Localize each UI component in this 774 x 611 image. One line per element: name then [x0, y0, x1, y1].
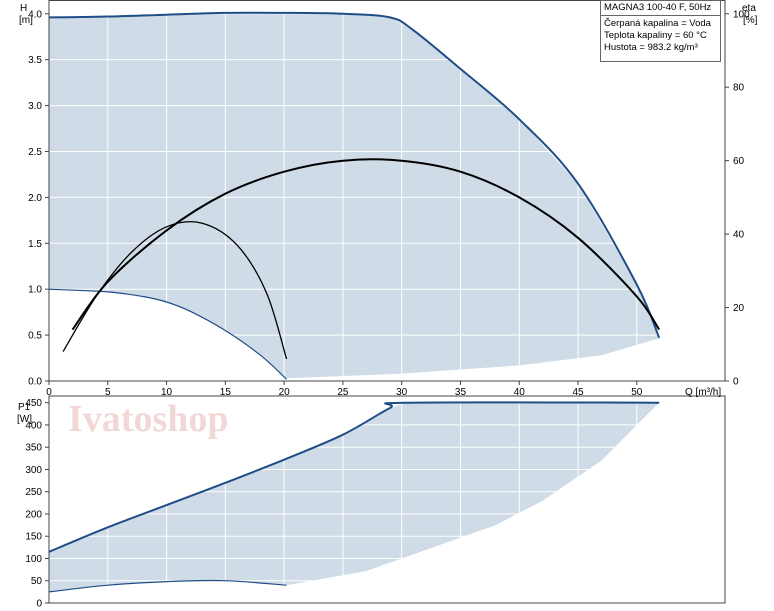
- head-axis-label-unit: [m]: [19, 15, 33, 26]
- head-x-tick-label: 0: [46, 387, 52, 398]
- power-axis-label-p1: P1: [18, 402, 31, 413]
- eta-tick-label: 40: [733, 230, 745, 241]
- head-x-tick-label: 40: [514, 387, 526, 398]
- head-y-tick-label: 2.0: [28, 193, 42, 204]
- eta-tick-label: 80: [733, 83, 745, 94]
- head-x-tick-label: 35: [455, 387, 467, 398]
- head-x-tick-label: 20: [279, 387, 291, 398]
- flow-axis-label: Q [m³/h]: [685, 387, 721, 398]
- eta-axis-label: eta: [742, 3, 756, 14]
- power-y-tick-label: 0: [36, 599, 42, 610]
- power-y-tick-label: 250: [25, 487, 42, 498]
- eta-min-curve: [62, 220, 288, 360]
- pump-info-box: MAGNA3 100-40 F, 50Hz Čerpaná kapalina =…: [600, 0, 721, 62]
- eta-tick-label: 0: [733, 377, 739, 388]
- eta-tick-label: 60: [733, 156, 745, 167]
- eta-max-curve: [71, 158, 661, 331]
- power-y-tick-label: 300: [25, 465, 42, 476]
- head-axis-label-h: H: [20, 3, 27, 14]
- power-operating-area: [49, 402, 660, 592]
- head-y-tick-label: 1.5: [28, 239, 42, 250]
- fluid-line: Čerpaná kapalina = Voda: [604, 18, 711, 29]
- power-y-tick-label: 150: [25, 532, 42, 543]
- eta-axis-label-unit: [%]: [743, 15, 758, 26]
- head-y-tick-label: 0.5: [28, 331, 42, 342]
- power-y-tick-label: 100: [25, 554, 42, 565]
- head-x-tick-label: 5: [105, 387, 111, 398]
- power-y-tick-label: 200: [25, 509, 42, 520]
- power-y-tick-label: 50: [31, 576, 43, 587]
- watermark-text: Ivatoshop: [68, 398, 229, 440]
- head-x-tick-label: 15: [220, 387, 232, 398]
- operating-area-layer: [49, 12, 661, 592]
- head-y-tick-label: 1.0: [28, 285, 42, 296]
- head-x-tick-label: 50: [631, 387, 643, 398]
- head-plot-frame: [48, 0, 726, 382]
- power-y-tick-label: 400: [25, 420, 42, 431]
- power-max-curve: [48, 401, 660, 553]
- pump-model-title: MAGNA3 100-40 F, 50Hz: [601, 2, 720, 16]
- tick-labels-layer: 0.0 0.5 1.0 1.5 2.0 2.5 3.0 3.5 4.0 0 5 10 15 20 25 30 3…: [25, 9, 750, 609]
- head-y-tick-label: 0.0: [28, 377, 42, 388]
- power-plot-frame: [48, 395, 726, 604]
- frame-layer: [45, 0, 729, 604]
- head-min-curve: [48, 288, 287, 380]
- head-x-tick-label: 10: [161, 387, 173, 398]
- temperature-line: Teplota kapaliny = 60 °C: [604, 30, 707, 41]
- power-y-tick-label: 450: [25, 398, 42, 409]
- power-min-curve: [48, 579, 287, 593]
- head-x-tick-label: 25: [337, 387, 349, 398]
- head-operating-area: [49, 12, 661, 380]
- head-x-tick-label: 45: [572, 387, 584, 398]
- density-line: Hustota = 983.2 kg/m³: [604, 42, 698, 53]
- power-y-tick-label: 350: [25, 443, 42, 454]
- eta-tick-label: 100: [733, 9, 750, 20]
- head-x-tick-label: 30: [396, 387, 408, 398]
- head-y-tick-label: 3.0: [28, 101, 42, 112]
- head-max-curve: [48, 11, 661, 339]
- head-y-tick-label: 4.0: [28, 9, 42, 20]
- eta-tick-label: 20: [733, 303, 745, 314]
- head-y-tick-label: 2.5: [28, 147, 42, 158]
- head-y-tick-label: 3.5: [28, 55, 42, 66]
- curves-layer: [48, 11, 661, 593]
- power-axis-label-unit: [W]: [17, 414, 32, 425]
